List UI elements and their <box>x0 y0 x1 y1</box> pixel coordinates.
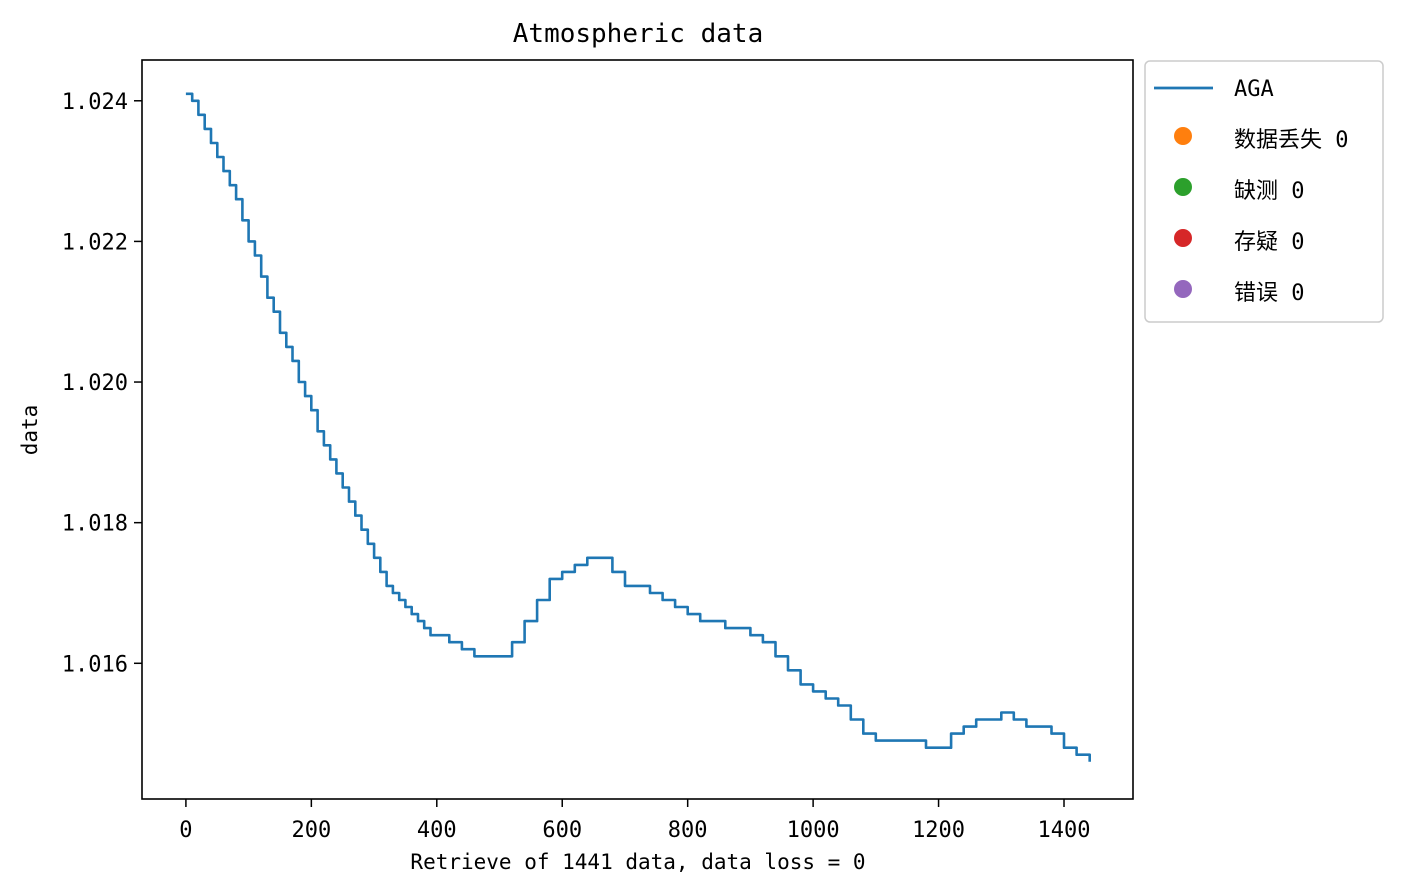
x-tick-label: 400 <box>417 818 457 843</box>
x-axis: 0 200 400 600 800 1000 1200 1400 <box>179 799 1090 843</box>
x-tick-label: 0 <box>179 818 192 843</box>
y-tick-label: 1.022 <box>62 230 128 255</box>
x-tick-label: 1400 <box>1038 818 1091 843</box>
legend-entry-label: 数据丢失 0 <box>1234 128 1349 153</box>
legend: AGA 数据丢失 0 缺测 0 存疑 0 错误 0 <box>1144 60 1384 323</box>
series-line-aga <box>185 92 1091 762</box>
y-tick-label: 1.024 <box>62 90 128 115</box>
legend-marker-swatch <box>1174 229 1192 247</box>
y-axis-label: data <box>18 405 42 456</box>
legend-marker-swatch <box>1174 178 1192 196</box>
x-tick-label: 200 <box>291 818 331 843</box>
y-tick-label: 1.016 <box>62 652 128 677</box>
x-axis-label: Retrieve of 1441 data, data loss = 0 <box>410 850 865 874</box>
plot-area <box>141 59 1134 800</box>
legend-frame <box>1144 60 1384 323</box>
legend-entry-label: AGA <box>1234 77 1274 102</box>
y-tick-label: 1.018 <box>62 512 128 537</box>
legend-entry-label: 错误 0 <box>1234 281 1305 306</box>
legend-entry-label: 存疑 0 <box>1234 230 1305 255</box>
x-tick-label: 600 <box>542 818 582 843</box>
chart-title: Atmospheric data <box>513 19 763 49</box>
y-tick-label: 1.020 <box>62 371 128 396</box>
y-axis: 1.016 1.018 1.020 1.022 1.024 <box>62 90 142 677</box>
x-tick-label: 1000 <box>787 818 840 843</box>
x-tick-label: 800 <box>668 818 708 843</box>
x-tick-label: 1200 <box>912 818 965 843</box>
legend-marker-swatch <box>1174 127 1192 145</box>
series-layer <box>185 92 1091 762</box>
legend-marker-swatch <box>1174 280 1192 298</box>
legend-entry-label: 缺测 0 <box>1234 179 1305 204</box>
